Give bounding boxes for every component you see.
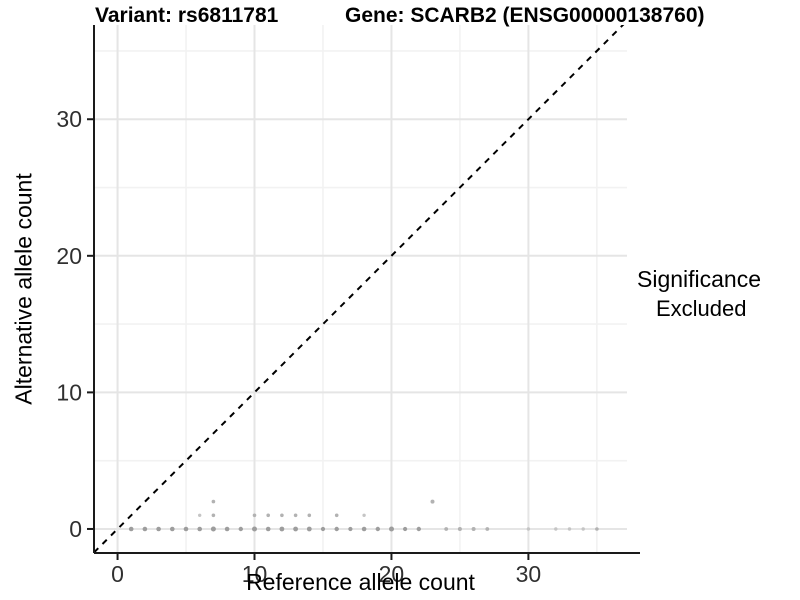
data-point (197, 526, 202, 532)
data-point (238, 526, 243, 532)
data-point (252, 513, 257, 518)
data-point (142, 526, 148, 532)
data-point (293, 526, 298, 532)
data-point (471, 527, 476, 531)
identity-reference-line (94, 25, 625, 553)
data-point (403, 526, 408, 532)
data-point (430, 499, 435, 504)
y-tick-label: 10 (56, 379, 82, 405)
y-tick-label: 30 (56, 106, 82, 132)
x-tick-label: 30 (516, 561, 542, 587)
data-point (224, 526, 230, 532)
legend-item-excluded: Excluded (637, 296, 761, 322)
x-axis-title: Reference allele count (246, 569, 475, 595)
data-point (526, 527, 531, 531)
data-point (581, 527, 585, 531)
data-point (554, 527, 558, 531)
legend-title: Significance (637, 266, 762, 292)
y-tick-label: 20 (56, 243, 82, 269)
data-point (211, 513, 216, 518)
data-point (389, 526, 394, 532)
data-point (348, 526, 353, 532)
data-point (170, 526, 175, 532)
data-point (361, 526, 367, 532)
x-tick-label: 0 (111, 561, 124, 587)
data-point (457, 527, 462, 531)
data-point (252, 526, 257, 532)
data-point (293, 513, 298, 518)
data-point (320, 526, 326, 532)
data-point (265, 526, 271, 532)
x-tick-label: 20 (379, 561, 405, 587)
data-point (211, 499, 216, 504)
gene-title: Gene: SCARB2 (ENSG00000138760) (345, 4, 705, 27)
data-point (156, 526, 161, 532)
legend: Significance Excluded (637, 266, 761, 322)
variant-title: Variant: rs6811781 (95, 4, 279, 27)
y-tick-label: 0 (69, 516, 82, 542)
data-point (279, 526, 285, 532)
data-point (210, 526, 216, 532)
data-point (128, 526, 134, 532)
data-point (266, 513, 271, 518)
excluded-point-icon (642, 306, 649, 313)
data-point (375, 526, 380, 532)
data-point (334, 526, 339, 532)
data-point (595, 527, 599, 531)
data-point (416, 526, 421, 532)
data-point (334, 513, 339, 518)
data-point (567, 527, 572, 531)
data-point (198, 513, 202, 517)
data-point (183, 526, 189, 532)
y-axis-title: Alternative allele count (10, 173, 37, 405)
x-tick-label: 10 (242, 561, 268, 587)
data-point (485, 527, 490, 531)
legend-item-label: Excluded (656, 296, 747, 321)
data-point (362, 513, 366, 517)
data-point (306, 526, 312, 532)
data-point (444, 527, 449, 531)
data-point (280, 513, 284, 518)
data-point (307, 513, 312, 518)
